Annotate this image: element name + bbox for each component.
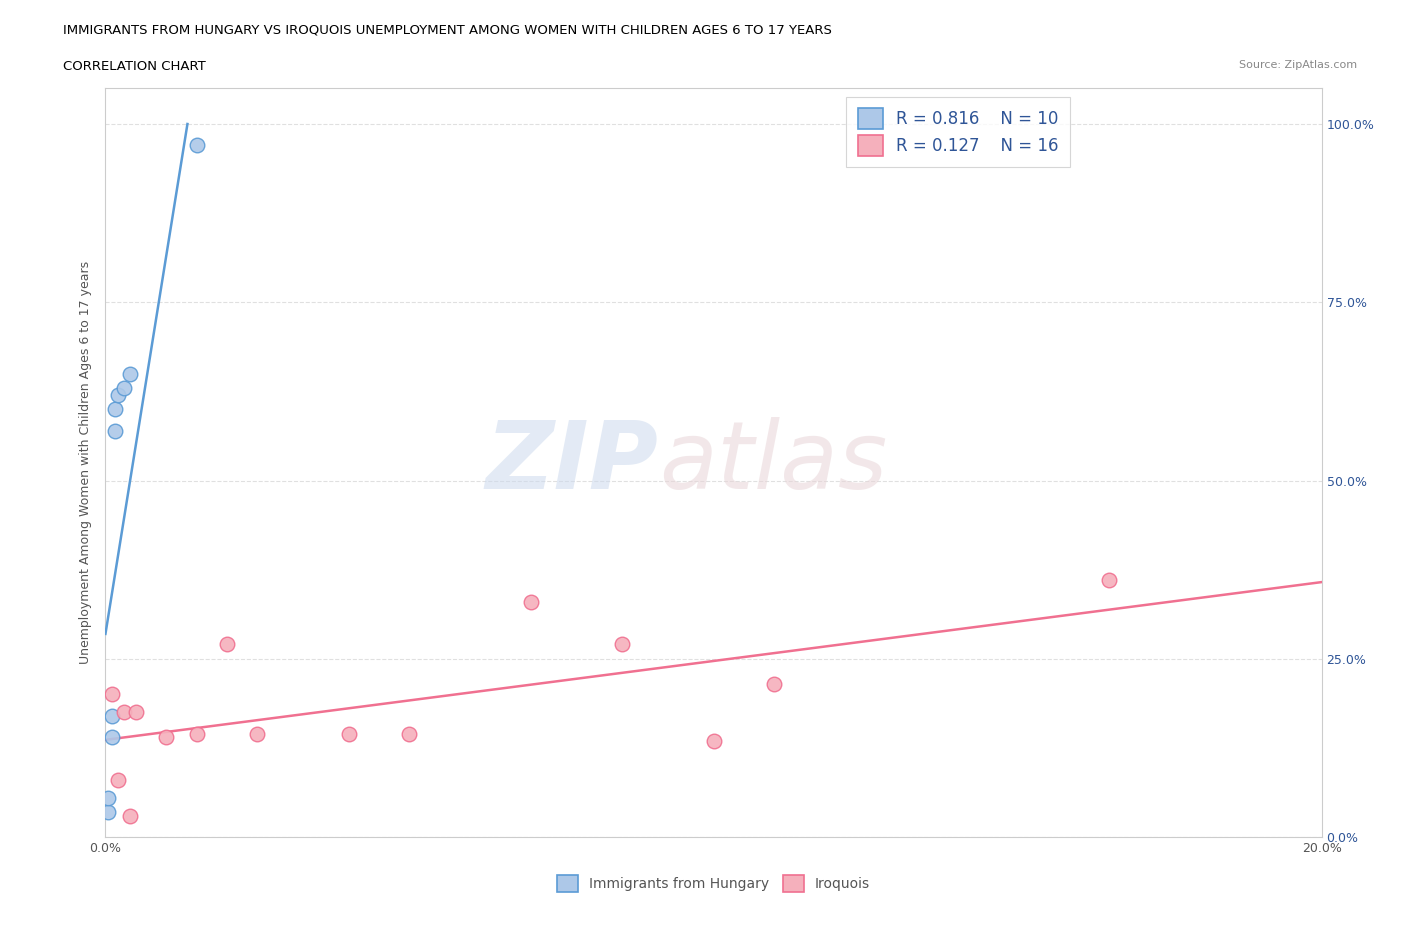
Text: atlas: atlas — [659, 418, 887, 508]
Point — [100, 687, 122, 702]
Point — [186, 726, 208, 741]
Text: Source: ZipAtlas.com: Source: ZipAtlas.com — [1239, 60, 1357, 71]
Point — [520, 594, 543, 609]
Point — [763, 676, 786, 691]
Point — [97, 804, 120, 819]
Point — [125, 705, 148, 720]
Point — [103, 402, 125, 417]
Point — [337, 726, 360, 741]
Text: ZIP: ZIP — [486, 417, 659, 509]
Point — [112, 380, 135, 395]
Point — [155, 730, 177, 745]
Point — [112, 705, 135, 720]
Point — [97, 790, 120, 805]
Point — [217, 637, 239, 652]
Point — [398, 726, 420, 741]
Point — [118, 366, 141, 381]
Point — [107, 773, 129, 788]
Point — [612, 637, 634, 652]
Text: IMMIGRANTS FROM HUNGARY VS IROQUOIS UNEMPLOYMENT AMONG WOMEN WITH CHILDREN AGES : IMMIGRANTS FROM HUNGARY VS IROQUOIS UNEM… — [63, 23, 832, 36]
Point — [100, 730, 122, 745]
Point — [1098, 573, 1121, 588]
Point — [186, 138, 208, 153]
Point — [246, 726, 269, 741]
Point — [107, 388, 129, 403]
Legend: Immigrants from Hungary, Iroquois: Immigrants from Hungary, Iroquois — [551, 870, 876, 897]
Text: CORRELATION CHART: CORRELATION CHART — [63, 60, 207, 73]
Point — [118, 808, 141, 823]
Point — [702, 733, 725, 748]
Y-axis label: Unemployment Among Women with Children Ages 6 to 17 years: Unemployment Among Women with Children A… — [79, 261, 93, 664]
Point — [103, 423, 125, 438]
Point — [100, 709, 122, 724]
